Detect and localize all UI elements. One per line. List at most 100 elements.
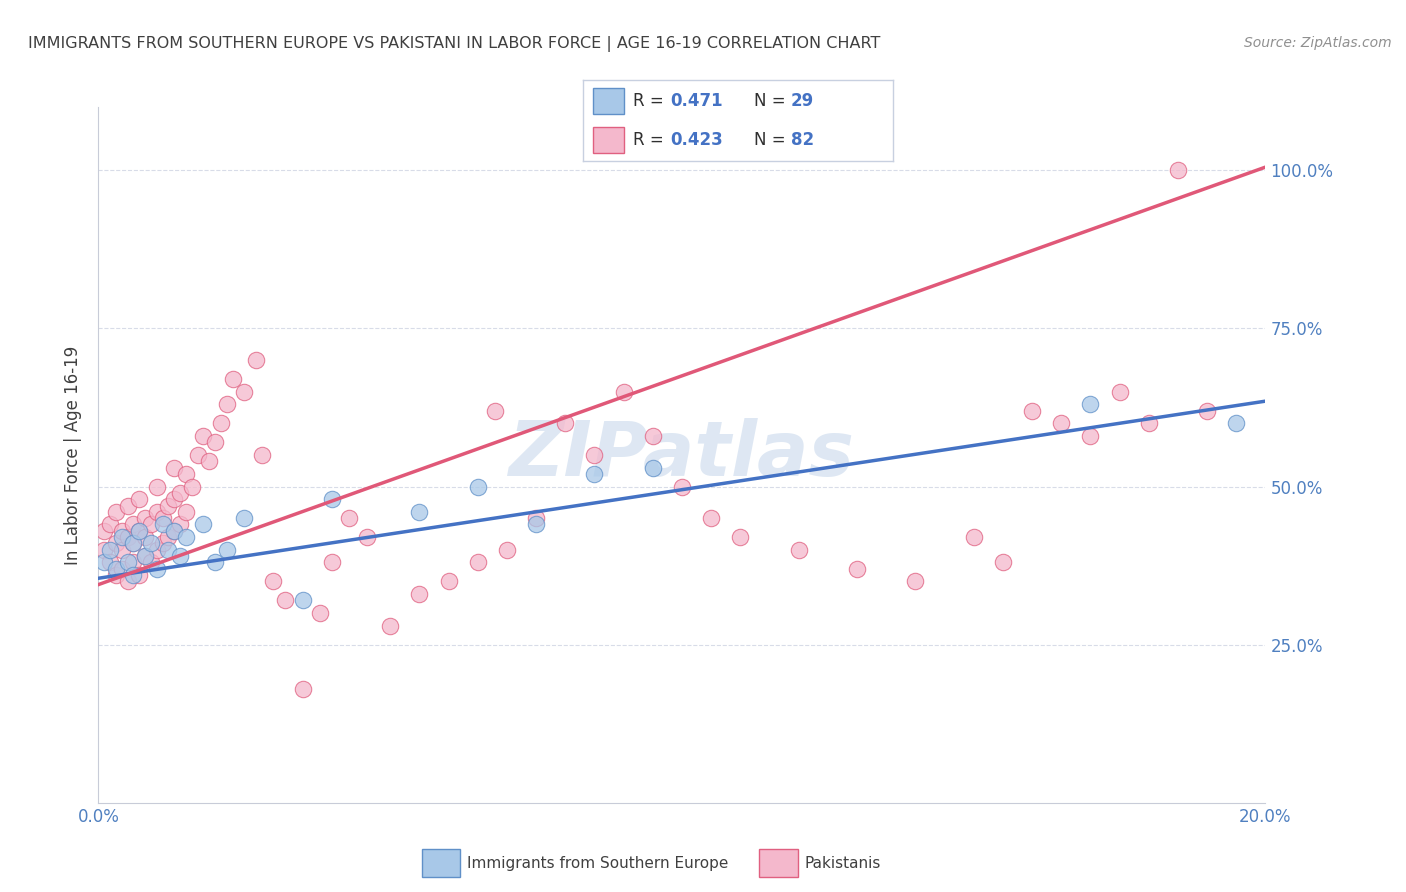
Point xyxy=(730,530,752,544)
Point xyxy=(128,524,150,538)
Point xyxy=(117,530,139,544)
Text: 0.471: 0.471 xyxy=(671,92,723,110)
Point xyxy=(962,530,984,544)
Point xyxy=(641,429,664,443)
Point xyxy=(163,524,186,538)
Point xyxy=(250,448,273,462)
Bar xyxy=(759,849,799,877)
Point xyxy=(262,574,284,589)
Point xyxy=(215,397,238,411)
Point xyxy=(408,587,430,601)
Point xyxy=(437,574,460,589)
Point xyxy=(524,517,547,532)
Point xyxy=(122,536,145,550)
Text: R =: R = xyxy=(633,92,669,110)
Point xyxy=(700,511,723,525)
Point xyxy=(152,511,174,525)
Point xyxy=(174,530,197,544)
Point xyxy=(583,467,606,481)
Point xyxy=(1137,417,1160,431)
Point xyxy=(1080,397,1102,411)
Y-axis label: In Labor Force | Age 16-19: In Labor Force | Age 16-19 xyxy=(65,345,83,565)
Point xyxy=(1195,403,1218,417)
Point xyxy=(169,486,191,500)
Point xyxy=(204,435,226,450)
Point xyxy=(163,492,186,507)
Point xyxy=(93,556,115,570)
Point xyxy=(321,492,343,507)
Point xyxy=(356,530,378,544)
Point xyxy=(1167,163,1189,178)
Point xyxy=(163,460,186,475)
Text: R =: R = xyxy=(633,131,669,149)
Point xyxy=(122,517,145,532)
Point xyxy=(134,549,156,563)
Point xyxy=(157,530,180,544)
Point xyxy=(128,568,150,582)
Point xyxy=(187,448,209,462)
Point xyxy=(157,499,180,513)
Point xyxy=(612,384,634,399)
Point xyxy=(193,517,215,532)
Point xyxy=(104,505,127,519)
Point xyxy=(193,429,215,443)
Point xyxy=(117,574,139,589)
Point xyxy=(641,460,664,475)
Point xyxy=(111,542,134,557)
Point xyxy=(1225,417,1247,431)
Point xyxy=(117,499,139,513)
Point xyxy=(337,511,360,525)
Point xyxy=(128,524,150,538)
Point xyxy=(484,403,506,417)
Point xyxy=(524,511,547,525)
Bar xyxy=(593,88,624,114)
Point xyxy=(98,517,121,532)
Point xyxy=(671,479,693,493)
Point xyxy=(245,353,267,368)
Point xyxy=(163,524,186,538)
Point xyxy=(146,542,169,557)
Point xyxy=(583,448,606,462)
Point xyxy=(134,549,156,563)
Point xyxy=(139,517,162,532)
Point xyxy=(104,536,127,550)
Point xyxy=(1050,417,1073,431)
Point xyxy=(146,479,169,493)
Text: ZIPatlas: ZIPatlas xyxy=(509,418,855,491)
Point xyxy=(204,556,226,570)
Point xyxy=(991,556,1014,570)
Point xyxy=(198,454,221,468)
Point xyxy=(104,568,127,582)
Point xyxy=(146,505,169,519)
Point xyxy=(467,556,489,570)
Point xyxy=(93,542,115,557)
Point xyxy=(180,479,202,493)
Point xyxy=(98,556,121,570)
Point xyxy=(467,479,489,493)
Point xyxy=(98,542,121,557)
Point xyxy=(139,556,162,570)
Point xyxy=(111,530,134,544)
Point xyxy=(122,568,145,582)
Point xyxy=(215,542,238,557)
Text: N =: N = xyxy=(754,92,790,110)
Point xyxy=(134,530,156,544)
Point xyxy=(309,606,332,620)
Point xyxy=(134,511,156,525)
Point xyxy=(152,536,174,550)
Point xyxy=(221,372,243,386)
Point xyxy=(274,593,297,607)
Point xyxy=(93,524,115,538)
Point xyxy=(122,536,145,550)
Point xyxy=(122,556,145,570)
Point xyxy=(321,556,343,570)
Point xyxy=(146,562,169,576)
Point xyxy=(104,562,127,576)
Point xyxy=(139,536,162,550)
Bar xyxy=(593,127,624,153)
Point xyxy=(1080,429,1102,443)
Text: Pakistanis: Pakistanis xyxy=(804,855,882,871)
Point xyxy=(233,511,256,525)
Point xyxy=(787,542,810,557)
Point xyxy=(157,542,180,557)
